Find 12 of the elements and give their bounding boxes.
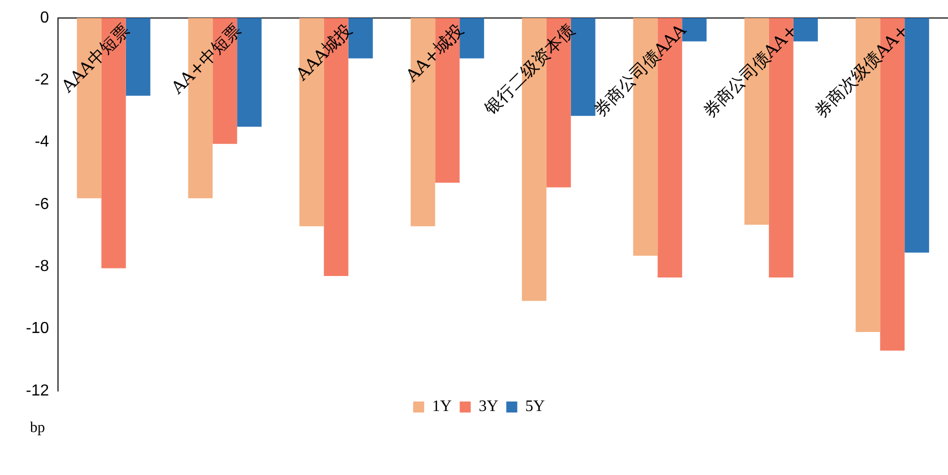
y-tick-label: 0 <box>40 9 50 26</box>
y-tick-label: -4 <box>34 134 50 151</box>
x-tick-label: 银行二级资本债 <box>480 20 580 120</box>
legend-label: 5Y <box>525 398 546 416</box>
y-tick-label: -2 <box>34 72 50 89</box>
y-axis-title: bp <box>30 420 45 437</box>
y-tick-label: -10 <box>26 320 50 338</box>
legend-label: 1Y <box>432 398 452 416</box>
y-tick-label: -6 <box>34 196 50 213</box>
y-tick-label: -8 <box>34 258 50 276</box>
legend-label: 3Y <box>478 398 499 416</box>
y-tick-label: -12 <box>26 382 50 400</box>
